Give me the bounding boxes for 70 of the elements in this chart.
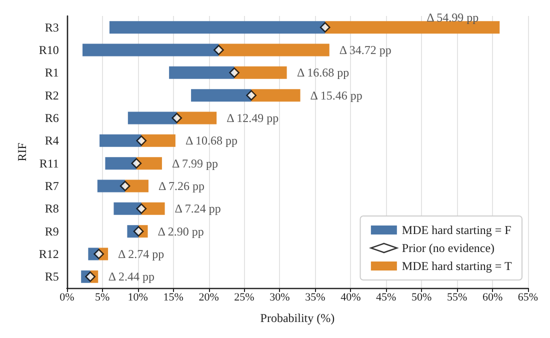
point: [229, 68, 240, 78]
y-axis-title: RIF: [15, 142, 29, 162]
x-tick-label: 30%: [270, 292, 290, 304]
y-tick-label: R1: [44, 66, 59, 80]
annotation: Δ 2.44 pp: [108, 270, 154, 284]
point: [214, 44, 224, 56]
point: [320, 22, 330, 32]
x-tick-label: 25%: [234, 292, 254, 304]
y-tick-label: R10: [38, 43, 59, 57]
bar: [128, 112, 177, 124]
annotation: Δ 12.49 pp: [226, 111, 279, 125]
annotation: Δ 54.99 pp: [426, 10, 479, 24]
bar: [141, 134, 176, 147]
bar: [234, 66, 287, 79]
bar: [251, 89, 300, 102]
bar: [218, 44, 330, 56]
x-tick-label: 10%: [128, 292, 148, 304]
point: [120, 180, 130, 192]
bar: [114, 202, 142, 215]
annotation: Δ 2.74 pp: [118, 247, 164, 261]
bar: [191, 89, 252, 102]
y-tick-label: R11: [39, 156, 59, 170]
point: [94, 248, 104, 260]
bar: [136, 157, 162, 170]
legend-label: MDE hard starting = T: [402, 259, 512, 273]
point: [246, 90, 256, 100]
legend-label: Prior (no evidence): [402, 241, 495, 255]
x-tick-label: 0%: [60, 292, 74, 304]
bar: [100, 134, 142, 147]
bar: [105, 157, 136, 170]
y-tick-label: R12: [38, 247, 59, 261]
y-tick-label: R5: [44, 270, 59, 284]
point: [172, 112, 182, 124]
x-tick-label: 55%: [446, 292, 468, 304]
y-tick-label: R4: [44, 134, 59, 148]
x-tick-label: 35%: [305, 292, 326, 304]
y-tick-label: R8: [44, 202, 59, 216]
x-tick-label: 20%: [198, 292, 219, 304]
legend-label: MDE hard starting = F: [402, 223, 512, 237]
y-tick-label: R6: [44, 111, 59, 125]
point: [85, 272, 96, 282]
bar: [82, 44, 219, 56]
annotation: Δ 10.68 pp: [185, 134, 238, 148]
y-tick-label: R9: [44, 224, 59, 238]
y-tick-label: R7: [44, 179, 59, 193]
x-axis-title: Probability (%): [260, 311, 335, 325]
annotation: Δ 15.46 pp: [310, 88, 362, 102]
bar: [176, 112, 217, 124]
x-tick-label: 60%: [482, 292, 503, 304]
point: [133, 226, 144, 236]
annotation: Δ 7.26 pp: [158, 179, 205, 193]
point: [136, 136, 147, 146]
y-tick-label: R2: [44, 88, 59, 102]
annotation: Δ 7.99 pp: [172, 156, 218, 170]
point: [131, 158, 142, 168]
x-tick-label: 5%: [95, 292, 110, 304]
x-tick-label: 65%: [518, 292, 538, 304]
annotation: Δ 7.24 pp: [174, 202, 221, 216]
bar: [169, 66, 234, 79]
annotation: Δ 34.72 pp: [339, 43, 392, 57]
annotation: Δ 16.68 pp: [297, 66, 350, 80]
x-tick-label: 45%: [376, 292, 396, 304]
bar: [109, 21, 326, 34]
x-tick-label: 50%: [412, 292, 432, 304]
bar: [141, 202, 165, 215]
x-tick-label: 15%: [163, 292, 184, 304]
annotation: Δ 2.90 pp: [158, 224, 204, 238]
x-tick-label: 40%: [340, 292, 361, 304]
y-tick-label: R3: [44, 20, 59, 34]
point: [136, 204, 147, 214]
